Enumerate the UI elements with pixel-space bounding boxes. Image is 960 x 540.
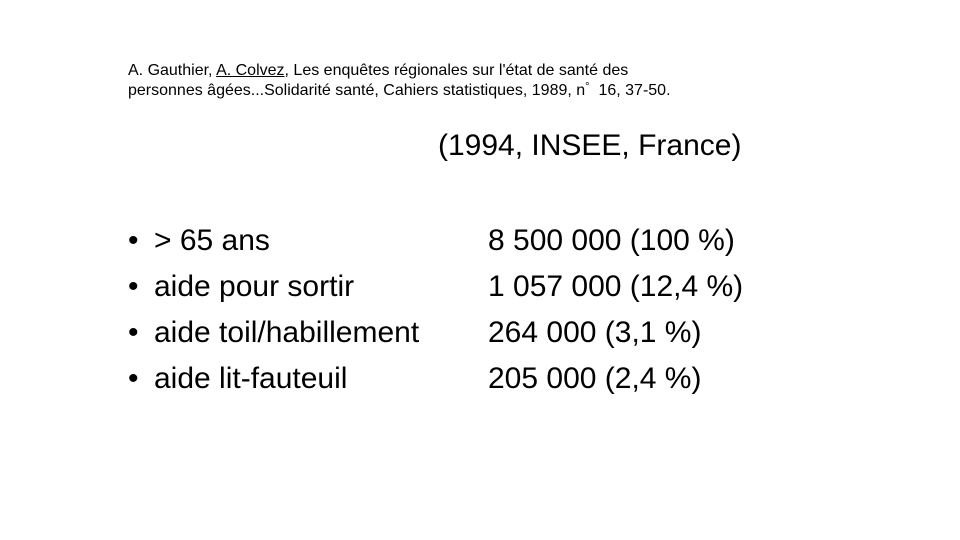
row-value: 264 000 (3,1 %): [488, 316, 702, 349]
citation-author-2: A. Colvez: [216, 62, 285, 79]
row-label: aide toil/habillement: [154, 316, 420, 349]
bullet-dot: •: [128, 224, 139, 257]
row-label: aide lit-fauteuil: [154, 362, 348, 395]
row-label: aide pour sortir: [154, 270, 355, 303]
row-value: 8 500 000 (100 %): [488, 224, 735, 257]
bullet-dot: •: [128, 316, 139, 349]
row-value: 1 057 000 (12,4 %): [488, 270, 744, 303]
citation-line-2-end: 16, 37-50.: [589, 82, 671, 99]
bullet-dot: •: [128, 270, 139, 303]
citation: A. Gauthier, A. Colvez, Les enquêtes rég…: [128, 61, 848, 101]
citation-line-2: personnes âgées...Solidarité santé, Cahi…: [128, 82, 586, 99]
row-label: > 65 ans: [154, 224, 270, 257]
citation-author-1: A. Gauthier,: [128, 62, 217, 79]
bullet-dot: •: [128, 362, 139, 395]
row-value: 205 000 (2,4 %): [488, 362, 702, 395]
citation-degree-mark: °: [585, 81, 590, 93]
subtitle: (1994, INSEE, France): [438, 129, 742, 162]
citation-line-1-rest: , Les enquêtes régionales sur l'état de …: [284, 62, 629, 79]
